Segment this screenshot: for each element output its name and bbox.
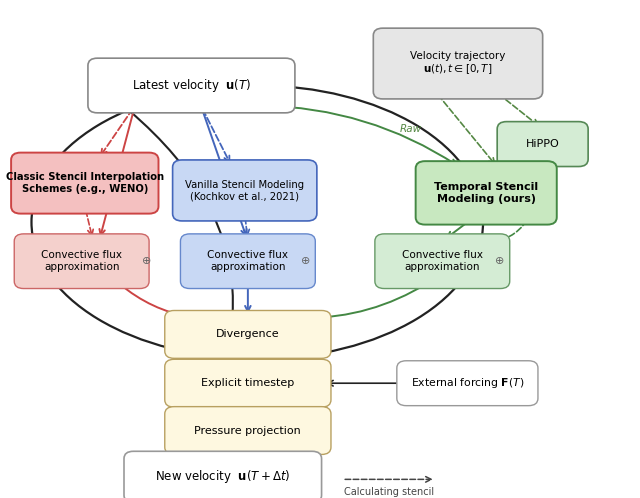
Text: $\oplus$: $\oplus$ xyxy=(300,255,310,266)
FancyBboxPatch shape xyxy=(375,234,509,288)
FancyBboxPatch shape xyxy=(11,152,159,214)
Text: Classic Stencil Interpolation
Schemes (e.g., WENO): Classic Stencil Interpolation Schemes (e… xyxy=(6,172,164,194)
FancyBboxPatch shape xyxy=(373,28,543,99)
Text: Vanilla Stencil Modeling
(Kochkov et al., 2021): Vanilla Stencil Modeling (Kochkov et al.… xyxy=(185,180,304,201)
Text: Convective flux
approximation: Convective flux approximation xyxy=(207,250,289,272)
FancyBboxPatch shape xyxy=(180,234,316,288)
Text: Latest velocity  $\mathbf{u}(T)$: Latest velocity $\mathbf{u}(T)$ xyxy=(132,77,251,94)
Text: Raw: Raw xyxy=(400,124,422,134)
Text: $\oplus$: $\oplus$ xyxy=(141,255,152,266)
FancyBboxPatch shape xyxy=(173,160,317,221)
Text: HiPPO: HiPPO xyxy=(526,139,559,149)
Text: New velocity  $\mathbf{u}(T+\Delta t)$: New velocity $\mathbf{u}(T+\Delta t)$ xyxy=(155,469,291,486)
FancyBboxPatch shape xyxy=(164,359,331,407)
Text: Explicit timestep: Explicit timestep xyxy=(201,378,294,388)
FancyBboxPatch shape xyxy=(14,234,149,288)
Text: Velocity trajectory
$\mathbf{u}(t), t\in[0,T]$: Velocity trajectory $\mathbf{u}(t), t\in… xyxy=(410,51,506,76)
FancyBboxPatch shape xyxy=(164,407,331,455)
Text: Convective flux
approximation: Convective flux approximation xyxy=(41,250,122,272)
FancyBboxPatch shape xyxy=(88,58,295,113)
Text: Pressure projection: Pressure projection xyxy=(195,426,301,436)
FancyBboxPatch shape xyxy=(124,451,321,498)
Text: Convective flux
approximation: Convective flux approximation xyxy=(402,250,483,272)
Text: Temporal Stencil
Modeling (ours): Temporal Stencil Modeling (ours) xyxy=(434,182,538,204)
Text: Divergence: Divergence xyxy=(216,329,280,340)
FancyBboxPatch shape xyxy=(397,361,538,406)
Text: External forcing $\mathbf{F}(T)$: External forcing $\mathbf{F}(T)$ xyxy=(411,376,524,390)
Text: $\oplus$: $\oplus$ xyxy=(494,255,504,266)
FancyBboxPatch shape xyxy=(415,161,557,225)
FancyBboxPatch shape xyxy=(497,122,588,166)
FancyBboxPatch shape xyxy=(164,310,331,359)
Text: Calculating stencil
interpolation coefficients: Calculating stencil interpolation coeffi… xyxy=(328,487,450,498)
